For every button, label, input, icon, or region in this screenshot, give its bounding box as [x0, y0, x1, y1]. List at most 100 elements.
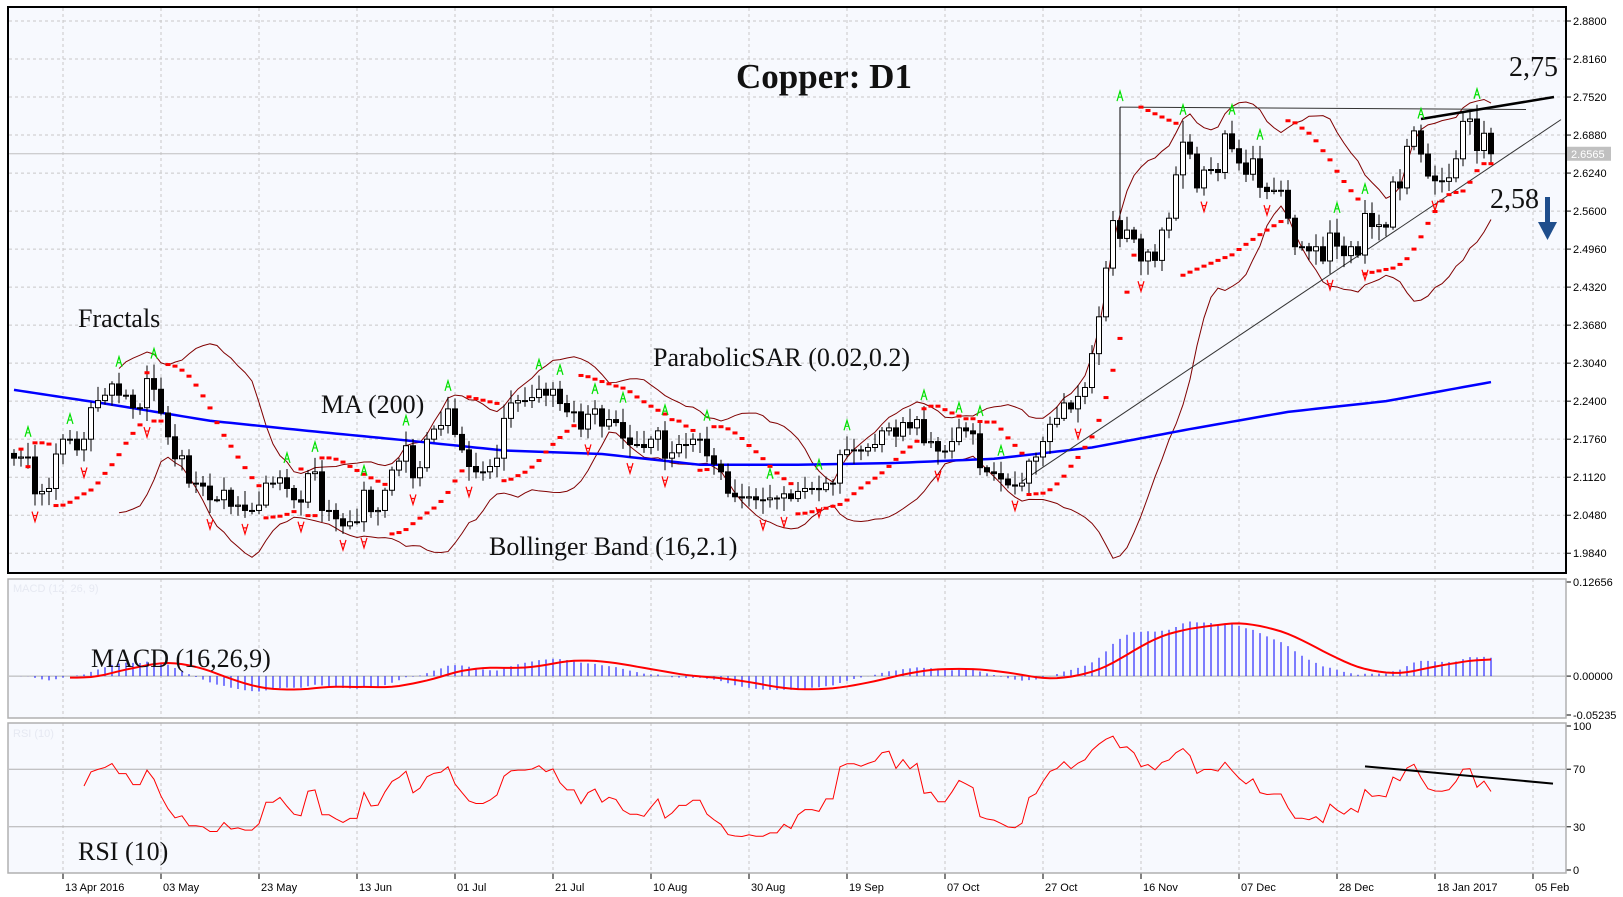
bollinger-lower-band — [118, 205, 1492, 559]
fractal-down-marker — [206, 518, 214, 532]
macd-panel[interactable] — [8, 579, 1566, 718]
bullish-candle — [95, 400, 101, 409]
fractal-up-marker — [556, 362, 564, 376]
bearish-candle — [1243, 162, 1249, 175]
price-tick-label: 2.8800 — [1573, 16, 1607, 28]
bearish-candle — [753, 496, 759, 501]
bullish-candle — [522, 400, 528, 403]
parabolic-sar-dot — [683, 424, 689, 428]
bullish-candle — [312, 471, 318, 475]
bearish-candle — [732, 492, 738, 498]
parabolic-sar-dot — [109, 463, 115, 467]
bearish-candle — [1229, 133, 1235, 150]
bearish-candle — [340, 518, 346, 527]
bullish-candle — [270, 482, 276, 485]
bearish-candle — [1131, 229, 1137, 240]
parabolic-sar-dot — [1026, 493, 1032, 497]
bearish-candle — [627, 437, 633, 446]
bullish-candle — [879, 430, 885, 446]
parabolic-sar-dot — [599, 380, 605, 384]
last-price-label: 2.6565 — [1571, 149, 1605, 161]
parabolic-sar-dot — [1173, 121, 1179, 125]
parabolic-sar-dot — [1299, 126, 1305, 130]
bullish-candle — [585, 413, 591, 430]
bullish-candle — [25, 456, 31, 459]
bullish-candle — [1460, 120, 1466, 160]
parabolic-sar-dot — [662, 412, 668, 416]
bearish-candle — [1334, 232, 1340, 247]
parabolic-sar-dot — [494, 401, 500, 405]
bearish-candle — [459, 433, 465, 451]
bearish-candle — [1355, 246, 1361, 256]
parabolic-sar-dot — [634, 395, 640, 399]
parabolic-sar-dot — [1292, 121, 1298, 125]
bearish-candle — [1425, 153, 1431, 177]
macd-plot — [9, 621, 1565, 692]
parabolic-sar-dot — [1425, 221, 1431, 225]
parabolic-sar-dot — [1215, 258, 1221, 262]
parabolic-sar-dot — [1208, 261, 1214, 265]
bullish-candle — [193, 482, 199, 485]
fractal-up-marker — [115, 354, 123, 367]
parabolic-sar-dot — [81, 492, 87, 496]
bullish-candle — [494, 457, 500, 467]
parabolic-sar-dot — [1341, 179, 1347, 183]
parabolic-sar-dot — [578, 373, 584, 377]
parabolic-sar-dot — [711, 425, 717, 429]
parabolic-sar-dot — [1474, 169, 1480, 173]
parabolic-sar-dot — [627, 390, 633, 394]
fractal-down-marker — [80, 467, 88, 480]
bullish-candle — [382, 489, 388, 511]
bearish-candle — [725, 471, 731, 494]
bullish-candle — [179, 455, 185, 460]
bullish-candle — [1047, 423, 1053, 443]
fractal-down-marker — [815, 507, 823, 520]
bullish-candle — [1040, 441, 1046, 458]
rsi-panel[interactable] — [8, 723, 1566, 873]
parabolic-sar-dot — [333, 457, 339, 461]
parabolic-sar-dot — [102, 471, 108, 475]
parabolic-sar-dot — [1250, 237, 1256, 241]
bullish-candle — [1250, 158, 1256, 175]
parabolic-sar-dot — [921, 407, 927, 411]
bullish-candle — [697, 438, 703, 441]
parabolic-sar-dot — [914, 439, 920, 443]
parabolic-sar-dot — [382, 482, 388, 486]
time-tick-label: 13 Apr 2016 — [65, 882, 124, 894]
bullish-candle — [837, 454, 843, 484]
parabolic-sar-dot — [837, 502, 843, 506]
parabolic-sar-dot — [186, 374, 192, 378]
bearish-candle — [291, 487, 297, 501]
bearish-candle — [11, 452, 17, 459]
parabolic-sar-dot — [1180, 273, 1186, 277]
bullish-candle — [781, 493, 787, 499]
parabolic-sar-dot — [165, 363, 171, 367]
parabolic-sar-dot — [459, 469, 465, 473]
bearish-candle — [1418, 130, 1424, 155]
rsi-line — [83, 735, 1492, 837]
parabolic-sar-dot — [1264, 228, 1270, 232]
bullish-candle — [1124, 229, 1130, 239]
parabolic-sar-dot — [431, 506, 437, 510]
bullish-candle — [1467, 118, 1473, 122]
parabolic-sar-dot — [935, 404, 941, 408]
bullish-candle — [81, 438, 87, 451]
parabolic-sar-dot — [1404, 257, 1410, 261]
parabolic-sar-dot — [1243, 242, 1249, 246]
bullish-candle — [1054, 417, 1060, 425]
bullish-candle — [361, 489, 367, 523]
parabolic-sar-dot — [529, 465, 535, 469]
parabolic-sar-dot — [1201, 264, 1207, 268]
parabolic-sar-dot — [480, 398, 486, 402]
parabolic-sar-dot — [1012, 443, 1018, 447]
bearish-candle — [116, 383, 122, 396]
fractal-up-marker — [591, 382, 599, 395]
fractal-up-marker — [150, 346, 158, 359]
time-tick-label: 23 May — [261, 882, 298, 894]
bearish-candle — [1320, 246, 1326, 262]
bullish-candle — [1376, 224, 1382, 228]
bullish-candle — [235, 504, 241, 507]
bearish-candle — [620, 422, 626, 439]
parabolic-sar-dot — [571, 424, 577, 428]
parabolic-sar-dot — [1355, 197, 1361, 201]
